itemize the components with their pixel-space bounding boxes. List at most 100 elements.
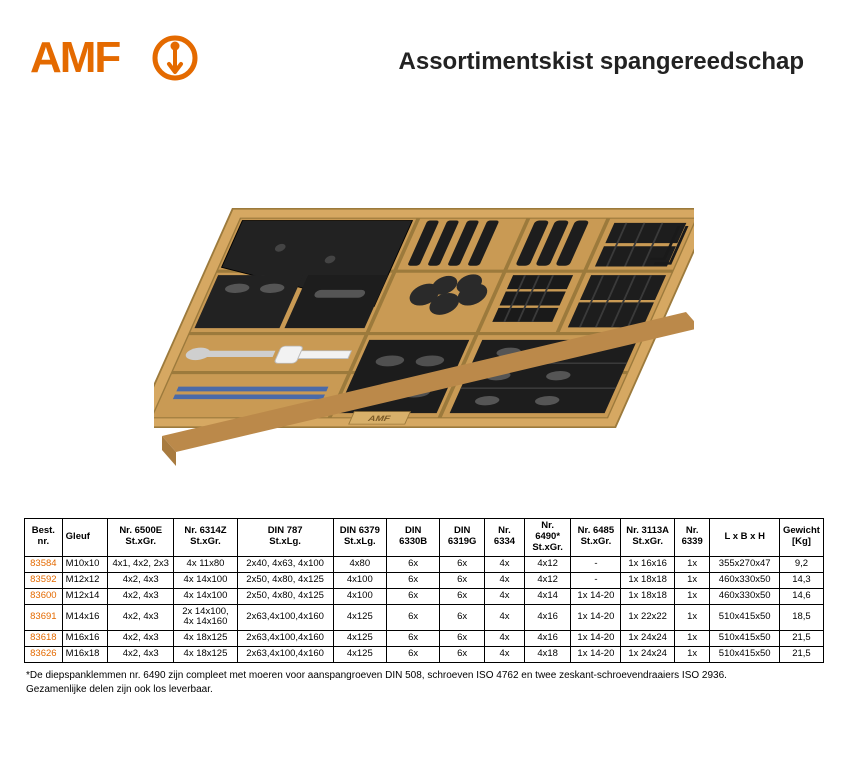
table-cell: 83691 [25, 604, 63, 631]
table-cell: 83592 [25, 572, 63, 588]
table-cell: 4x2, 4x3 [108, 604, 174, 631]
page-title: Assortimentskist spangereedschap [198, 48, 820, 76]
table-cell: 4x125 [333, 604, 387, 631]
table-cell: 4x [485, 572, 525, 588]
table-cell: 1x [674, 588, 710, 604]
table-cell: - [571, 572, 621, 588]
table-row: 83592M12x124x2, 4x34x 14x1002x50, 4x80, … [25, 572, 824, 588]
table-cell: 2x 14x100, 4x 14x160 [174, 604, 238, 631]
table-cell: 6x [387, 588, 440, 604]
table-cell: 4x 18x125 [174, 647, 238, 663]
spec-table-wrap: Best.nr.GleufNr. 6500ESt.xGr.Nr. 6314ZSt… [0, 508, 848, 663]
table-header-cell: Gewicht[Kg] [779, 519, 823, 557]
table-cell: 1x [674, 556, 710, 572]
table-cell: 21,5 [779, 631, 823, 647]
table-row: 83600M12x144x2, 4x34x 14x1002x50, 4x80, … [25, 588, 824, 604]
table-cell: 4x100 [333, 588, 387, 604]
table-cell: 1x 22x22 [621, 604, 674, 631]
table-header-cell: Gleuf [62, 519, 108, 557]
table-header-cell: DIN 6379St.xLg. [333, 519, 387, 557]
table-cell: 4x 18x125 [174, 631, 238, 647]
table-cell: 510x415x50 [710, 604, 779, 631]
table-cell: 4x 14x100 [174, 572, 238, 588]
table-cell: 1x 24x24 [621, 647, 674, 663]
table-cell: M14x16 [62, 604, 108, 631]
table-cell: 510x415x50 [710, 647, 779, 663]
table-row: 83691M14x164x2, 4x32x 14x100, 4x 14x1602… [25, 604, 824, 631]
table-cell: 83618 [25, 631, 63, 647]
table-cell: M16x16 [62, 631, 108, 647]
table-cell: 1x [674, 631, 710, 647]
table-cell: 4x2, 4x3 [108, 572, 174, 588]
table-cell: 1x 16x16 [621, 556, 674, 572]
table-cell: 1x 14-20 [571, 604, 621, 631]
table-cell: 14,3 [779, 572, 823, 588]
table-cell: 4x16 [524, 604, 571, 631]
table-cell: 1x 24x24 [621, 631, 674, 647]
table-cell: 6x [387, 604, 440, 631]
table-header-row: Best.nr.GleufNr. 6500ESt.xGr.Nr. 6314ZSt… [25, 519, 824, 557]
table-cell: 4x125 [333, 631, 387, 647]
table-cell: 6x [440, 647, 485, 663]
svg-text:AMF: AMF [367, 414, 393, 422]
table-cell: 6x [387, 647, 440, 663]
table-cell: 2x63,4x100,4x160 [237, 604, 333, 631]
table-cell: 2x50, 4x80, 4x125 [237, 588, 333, 604]
table-cell: 4x80 [333, 556, 387, 572]
table-cell: 1x 18x18 [621, 588, 674, 604]
table-cell: 83626 [25, 647, 63, 663]
table-cell: 4x12 [524, 572, 571, 588]
table-cell: 6x [440, 588, 485, 604]
table-cell: 4x 14x100 [174, 588, 238, 604]
table-header-cell: Nr. 6334 [485, 519, 525, 557]
table-cell: 4x14 [524, 588, 571, 604]
table-cell: 355x270x47 [710, 556, 779, 572]
brand-logo: AMF [28, 28, 198, 88]
table-cell: 14,6 [779, 588, 823, 604]
footnote-1: *De diepspanklemmen nr. 6490 zijn comple… [26, 669, 822, 683]
table-cell: 83600 [25, 588, 63, 604]
table-cell: M12x12 [62, 572, 108, 588]
table-cell: 2x63,4x100,4x160 [237, 647, 333, 663]
table-cell: 1x [674, 647, 710, 663]
table-cell: M10x10 [62, 556, 108, 572]
table-cell: 510x415x50 [710, 631, 779, 647]
table-cell: 4x125 [333, 647, 387, 663]
table-header-cell: Nr. 3113ASt.xGr. [621, 519, 674, 557]
table-cell: 4x [485, 647, 525, 663]
product-image: AMF [0, 118, 848, 508]
table-cell: 9,2 [779, 556, 823, 572]
table-header-cell: DIN 787St.xLg. [237, 519, 333, 557]
table-cell: 6x [387, 556, 440, 572]
table-cell: 1x 14-20 [571, 631, 621, 647]
table-header-cell: DIN 6330B [387, 519, 440, 557]
table-header-cell: Nr. 6314ZSt.xGr. [174, 519, 238, 557]
header: AMF Assortimentskist spangereedschap [0, 0, 848, 98]
footnote-2: Gezamenlijke delen zijn ook los leverbaa… [26, 683, 822, 697]
table-cell: 21,5 [779, 647, 823, 663]
table-cell: 460x330x50 [710, 572, 779, 588]
table-cell: 4x2, 4x3 [108, 631, 174, 647]
table-cell: 4x2, 4x3 [108, 647, 174, 663]
table-header-cell: DIN 6319G [440, 519, 485, 557]
table-cell: 4x2, 4x3 [108, 588, 174, 604]
table-cell: 4x18 [524, 647, 571, 663]
table-cell: 6x [387, 572, 440, 588]
table-header-cell: Best.nr. [25, 519, 63, 557]
table-cell: - [571, 556, 621, 572]
table-cell: 6x [440, 631, 485, 647]
table-cell: M12x14 [62, 588, 108, 604]
spec-table: Best.nr.GleufNr. 6500ESt.xGr.Nr. 6314ZSt… [24, 518, 824, 663]
table-row: 83626M16x184x2, 4x34x 18x1252x63,4x100,4… [25, 647, 824, 663]
table-cell: 4x1, 4x2, 2x3 [108, 556, 174, 572]
table-cell: 4x12 [524, 556, 571, 572]
table-cell: 18,5 [779, 604, 823, 631]
table-cell: 4x [485, 631, 525, 647]
table-cell: 83584 [25, 556, 63, 572]
table-cell: 4x [485, 588, 525, 604]
table-cell: 4x [485, 604, 525, 631]
table-cell: 2x50, 4x80, 4x125 [237, 572, 333, 588]
amf-logo-icon: AMF [28, 28, 198, 88]
table-header-cell: Nr. 6500ESt.xGr. [108, 519, 174, 557]
table-row: 83618M16x164x2, 4x34x 18x1252x63,4x100,4… [25, 631, 824, 647]
